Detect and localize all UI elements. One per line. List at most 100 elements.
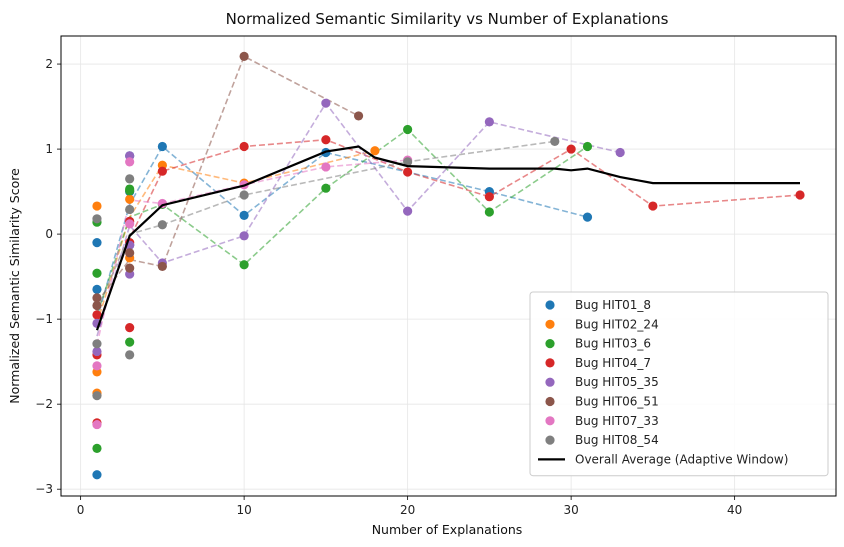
data-point-series-3 <box>92 443 102 453</box>
average-line-layer <box>95 145 800 331</box>
chart-title: Normalized Semantic Similarity vs Number… <box>226 10 669 28</box>
data-point-series-5 <box>92 346 102 357</box>
y-tick-label: −3 <box>35 482 53 496</box>
data-point-series-8 <box>157 220 167 230</box>
data-point-series-1 <box>92 284 102 294</box>
data-point-series-7 <box>125 219 135 229</box>
legend: Bug HIT01_8 Bug HIT02_24 Bug HIT03_6 Bug HI… <box>529 291 829 477</box>
data-point-series-3 <box>484 207 494 217</box>
data-point-series-7 <box>157 198 167 209</box>
data-point-series-8 <box>92 214 102 224</box>
data-point-series-8 <box>125 174 135 184</box>
data-point-series-1 <box>92 238 102 248</box>
legend-label-average: Overall Average (Adaptive Window) <box>575 452 788 466</box>
data-point-series-6 <box>125 263 135 273</box>
data-point-series-8 <box>125 204 135 215</box>
x-tick-label: 40 <box>727 503 742 517</box>
data-point-series-7 <box>92 361 102 371</box>
data-point-series-2 <box>125 194 135 204</box>
legend-marker-4 <box>545 358 555 368</box>
data-point-series-6 <box>353 111 364 121</box>
data-point-series-7 <box>125 157 135 167</box>
data-point-series-2 <box>92 201 102 211</box>
legend-marker-5 <box>545 377 555 387</box>
data-point-series-6 <box>92 300 102 311</box>
series-points-layer <box>92 51 805 480</box>
y-tick-label: −1 <box>35 312 53 326</box>
data-point-series-3 <box>403 124 413 135</box>
data-point-series-4 <box>239 141 249 152</box>
legend-label-4: Bug HIT04_7 <box>575 356 651 370</box>
data-point-series-4 <box>403 167 413 177</box>
series-line-6 <box>96 55 359 303</box>
legend-marker-3 <box>545 339 555 349</box>
legend-marker-1 <box>545 300 555 310</box>
legend-label-1: Bug HIT01_8 <box>575 298 651 312</box>
data-point-series-3 <box>321 183 331 193</box>
data-point-series-3 <box>125 337 135 347</box>
plot-frame <box>60 35 837 497</box>
y-tick-label: −2 <box>35 397 53 411</box>
data-point-series-4 <box>157 166 167 176</box>
data-point-series-3 <box>239 260 249 270</box>
data-point-series-4 <box>125 323 135 333</box>
data-point-series-7 <box>321 162 331 172</box>
legend-marker-7 <box>545 416 555 426</box>
x-axis-label: Number of Explanations <box>372 522 523 537</box>
data-point-series-6 <box>239 51 249 62</box>
y-axis-label: Normalized Semantic Similarity Score <box>7 168 22 404</box>
x-tick-label: 0 <box>77 503 85 517</box>
data-point-series-6 <box>157 261 167 272</box>
data-point-series-6 <box>125 248 135 258</box>
data-point-series-3 <box>92 268 102 278</box>
x-tick-label: 30 <box>563 503 578 517</box>
data-point-series-8 <box>92 339 102 349</box>
legend-label-5: Bug HIT05_35 <box>575 375 659 389</box>
data-point-series-5 <box>615 147 625 158</box>
legend-label-2: Bug HIT02_24 <box>575 317 659 331</box>
data-point-series-1 <box>157 141 167 152</box>
data-point-series-4 <box>484 192 494 202</box>
legend-label-7: Bug HIT07_33 <box>575 414 659 428</box>
data-point-series-8 <box>125 350 135 360</box>
data-point-series-5 <box>239 231 249 241</box>
legend-box <box>529 291 829 477</box>
y-tick-label: 0 <box>45 227 53 241</box>
legend-marker-8 <box>545 435 555 445</box>
legend-label-3: Bug HIT03_6 <box>575 337 651 351</box>
data-point-series-1 <box>92 470 102 480</box>
data-point-series-2 <box>370 146 380 156</box>
legend-marker-6 <box>545 396 555 407</box>
data-point-series-5 <box>403 206 413 216</box>
series-line-3 <box>96 128 588 316</box>
data-point-series-4 <box>321 135 331 145</box>
legend-label-8: Bug HIT08_54 <box>575 433 659 447</box>
legend-label-6: Bug HIT06_51 <box>575 395 659 409</box>
data-point-series-4 <box>92 310 102 320</box>
data-point-series-4 <box>648 201 658 211</box>
legend-marker-2 <box>545 319 555 329</box>
data-point-series-8 <box>403 157 413 167</box>
data-point-series-8 <box>239 190 249 200</box>
x-tick-label: 10 <box>236 503 251 517</box>
data-point-series-1 <box>239 210 249 221</box>
data-point-series-7 <box>92 419 102 430</box>
data-point-series-8 <box>92 391 102 401</box>
data-point-series-4 <box>795 190 805 200</box>
data-point-series-6 <box>92 293 102 303</box>
data-point-series-3 <box>582 141 593 152</box>
data-point-series-1 <box>582 212 593 222</box>
y-tick-label: 2 <box>45 57 53 71</box>
data-point-series-5 <box>321 98 331 108</box>
series-line-4 <box>96 138 801 328</box>
data-point-series-5 <box>484 117 494 127</box>
y-tick-label: 1 <box>45 142 53 156</box>
data-point-series-4 <box>566 144 576 154</box>
data-point-series-3 <box>125 186 135 196</box>
average-line <box>95 145 800 331</box>
data-point-series-8 <box>550 136 560 147</box>
x-tick-label: 20 <box>400 503 415 517</box>
ticks-layer: 0 10 20 30 40 −3 −2 −1 0 1 2 <box>35 57 742 517</box>
series-line-7 <box>96 159 408 345</box>
